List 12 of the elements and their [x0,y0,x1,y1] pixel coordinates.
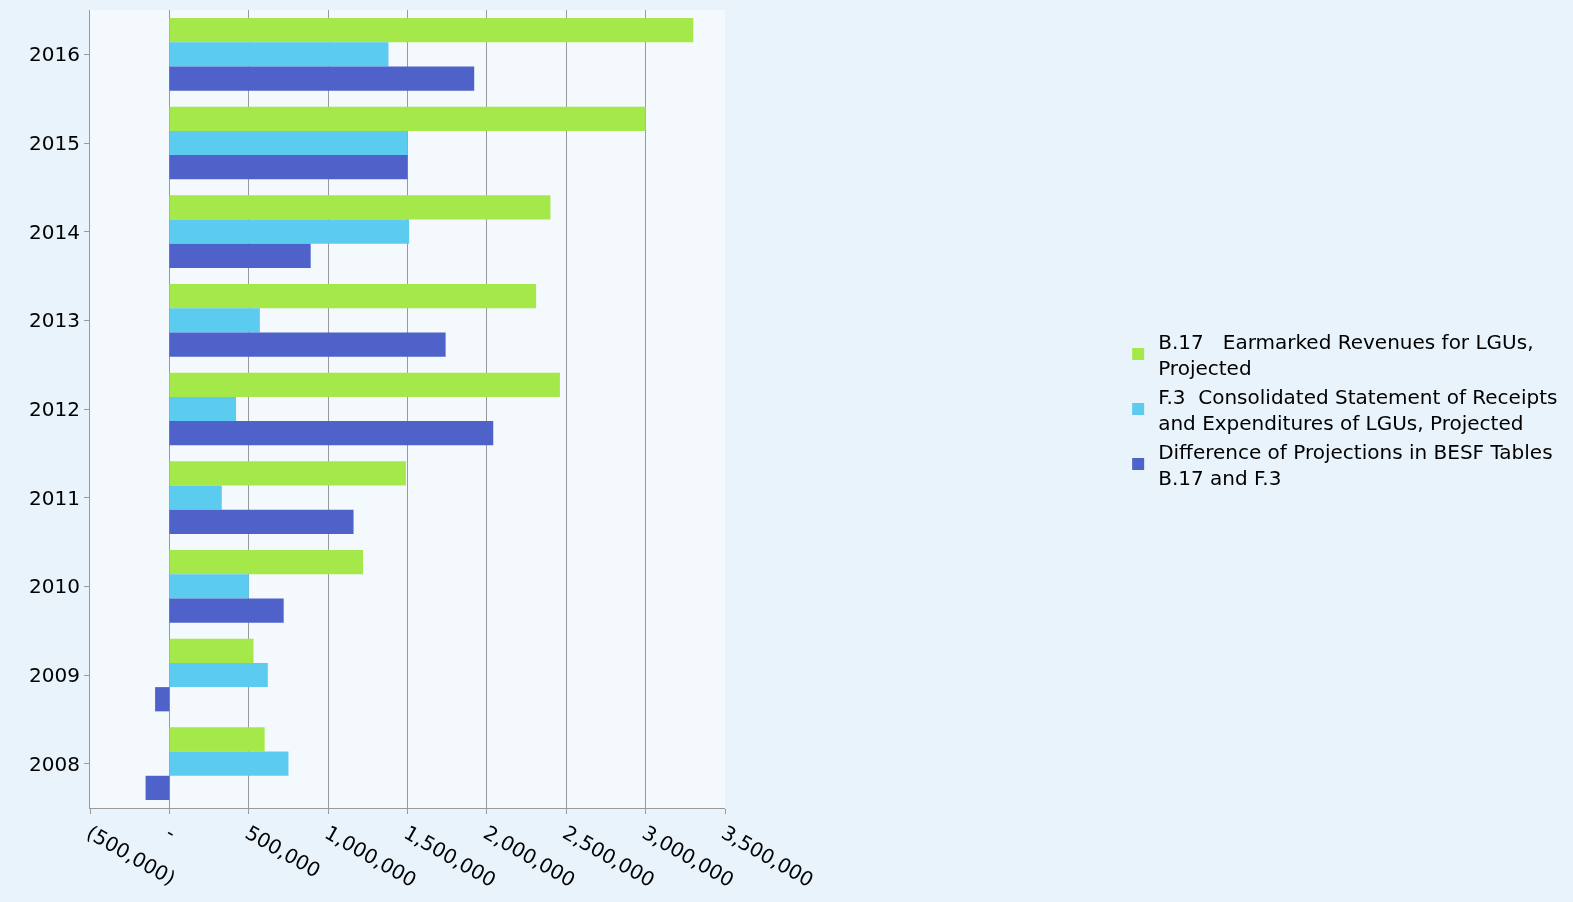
y-tick-label: 2015 [29,131,80,155]
y-tick-label: 2011 [29,485,80,510]
y-tick-label: 2008 [29,751,80,776]
y-tick-label: 2013 [29,308,80,333]
y-tick-label: 2012 [29,397,80,421]
y-tick-label: 2010 [29,574,80,599]
legend-label: B.17 Earmarked Revenues for LGUs, Projected [1158,329,1534,380]
y-tick-label: 2009 [29,663,80,687]
y-tick-label: 2014 [29,219,80,244]
y-tick-label: 2016 [29,42,80,67]
legend-label: F.3 Consolidated Statement of Receipts and Expenditures of LGUs, Projected [1158,384,1558,435]
legend-label: Difference of Projections in BESF Tables B.17 and F.3 [1158,439,1553,490]
